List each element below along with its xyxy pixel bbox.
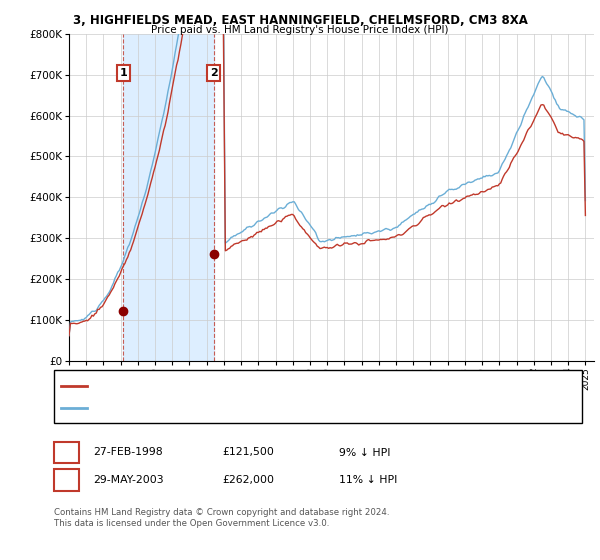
Text: 11% ↓ HPI: 11% ↓ HPI: [339, 475, 397, 485]
Text: 3, HIGHFIELDS MEAD, EAST HANNINGFIELD, CHELMSFORD, CM3 8XA (detached house): 3, HIGHFIELDS MEAD, EAST HANNINGFIELD, C…: [92, 381, 467, 390]
Text: Price paid vs. HM Land Registry's House Price Index (HPI): Price paid vs. HM Land Registry's House …: [151, 25, 449, 35]
Text: Contains HM Land Registry data © Crown copyright and database right 2024.
This d: Contains HM Land Registry data © Crown c…: [54, 508, 389, 528]
Text: 2: 2: [210, 68, 218, 78]
Text: 2: 2: [62, 473, 71, 487]
Text: 9% ↓ HPI: 9% ↓ HPI: [339, 447, 391, 458]
Text: HPI: Average price, detached house, Chelmsford: HPI: Average price, detached house, Chel…: [92, 403, 301, 412]
Bar: [123, 34, 214, 361]
Text: 1: 1: [119, 68, 127, 78]
Text: 1: 1: [62, 446, 71, 459]
Text: £262,000: £262,000: [222, 475, 274, 485]
Text: 3, HIGHFIELDS MEAD, EAST HANNINGFIELD, CHELMSFORD, CM3 8XA: 3, HIGHFIELDS MEAD, EAST HANNINGFIELD, C…: [73, 14, 527, 27]
Text: £121,500: £121,500: [222, 447, 274, 458]
Text: 27-FEB-1998: 27-FEB-1998: [93, 447, 163, 458]
Text: 29-MAY-2003: 29-MAY-2003: [93, 475, 164, 485]
